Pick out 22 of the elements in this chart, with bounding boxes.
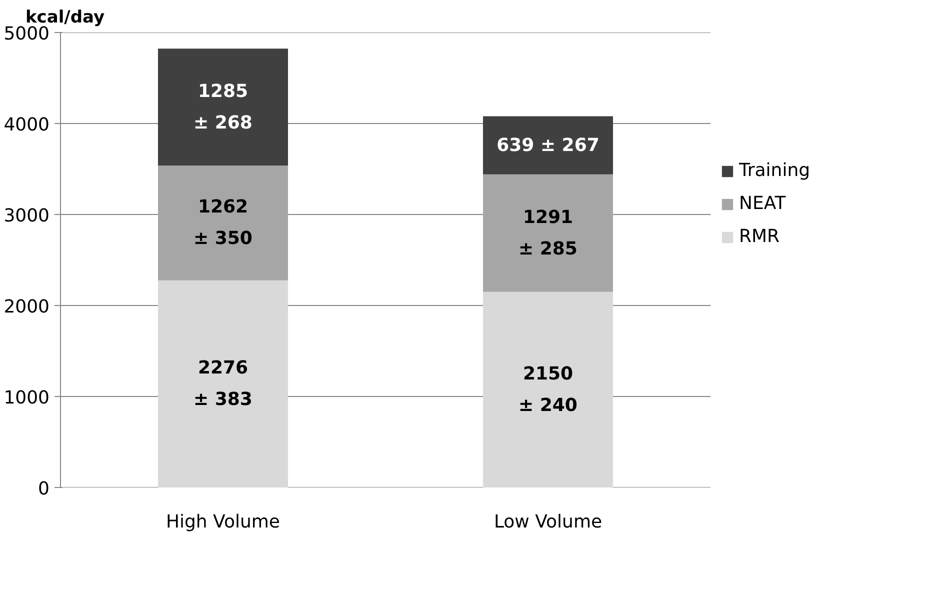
bar (158, 280, 288, 488)
data-label: 1291 ± 285 (518, 206, 578, 260)
data-label: 1262 ± 350 (194, 196, 252, 250)
data-label: 2276 ± 383 (194, 358, 252, 410)
bar (483, 174, 613, 292)
y-tick-label: 2000 (4, 296, 50, 318)
data-label: 1285 ± 268 (194, 80, 252, 134)
y-tick-label: 0 (38, 478, 50, 500)
x-tick-label: High Volume (166, 512, 280, 532)
bar (158, 48, 288, 166)
legend-label: Training (739, 160, 810, 181)
bar (483, 292, 613, 488)
data-label: 639 ± 267 (496, 134, 600, 156)
legend-label: NEAT (739, 193, 786, 214)
x-tick-label: Low Volume (494, 512, 602, 532)
y-tick-label: 1000 (4, 388, 50, 408)
y-tick-label: 3000 (4, 206, 50, 226)
legend-label: RMR (739, 226, 780, 247)
y-tick-label: 4000 (4, 114, 50, 136)
data-label: 2150 ± 240 (518, 363, 578, 416)
bar (158, 166, 288, 280)
bar (483, 116, 613, 174)
